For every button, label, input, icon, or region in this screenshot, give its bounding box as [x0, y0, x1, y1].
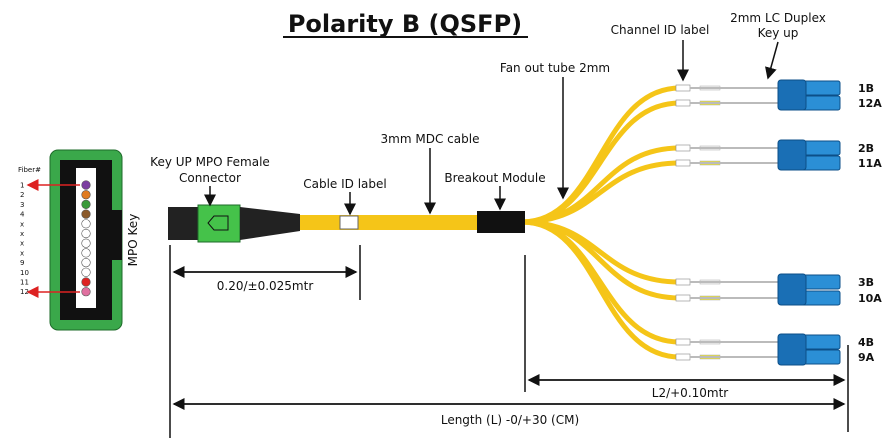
title: Polarity B (QSFP): [288, 10, 522, 38]
fiber-number: 9: [20, 259, 24, 267]
label: Key up: [758, 26, 799, 40]
fiber-number: x: [20, 230, 24, 238]
fiber: [81, 258, 91, 268]
fiber: [81, 190, 91, 200]
port-label: 4B: [858, 336, 874, 349]
fiber-number: 10: [20, 269, 29, 277]
lc-clip: [777, 273, 807, 306]
channel-id-label: [675, 99, 691, 107]
label: 3mm MDC cable: [381, 132, 480, 146]
fiber: [81, 238, 91, 248]
mpo-key-tab: [112, 210, 122, 260]
label: Key UP MPO Female: [150, 155, 270, 169]
channel-id-label: [675, 144, 691, 152]
mpo-key-label: MPO Key: [126, 214, 140, 267]
fiber-number: 11: [20, 279, 29, 287]
port-label: 12A: [858, 97, 882, 110]
fiber: [81, 267, 91, 277]
fiber: [81, 209, 91, 219]
fiber-number: 4: [20, 211, 25, 219]
dim-label: Length (L) -0/+30 (CM): [441, 413, 579, 427]
fan-tube: [521, 219, 681, 285]
fiber: [81, 219, 91, 229]
mpo-boot: [197, 204, 241, 243]
port-label: 2B: [858, 142, 874, 155]
fan-tube: [521, 160, 681, 225]
fiber-number: 3: [20, 201, 24, 209]
key-arrow: [207, 215, 229, 231]
label: Cable ID label: [303, 177, 387, 191]
fiber-number: 12: [20, 288, 29, 296]
fiber-number: x: [20, 220, 24, 228]
strain-relief: [240, 207, 300, 240]
port-label: 10A: [858, 292, 882, 305]
fiber-number: x: [20, 249, 24, 257]
channel-id-label: [675, 159, 691, 167]
fan-out: 1B 12A 2B 11A 3B 10A 4B 9A: [521, 79, 882, 366]
label: Connector: [179, 171, 241, 185]
label: Fan out tube 2mm: [500, 61, 610, 75]
channel-id-label: [675, 338, 691, 346]
label: Breakout Module: [444, 171, 545, 185]
fiber: [81, 180, 91, 190]
fiber-number: 1: [20, 182, 24, 190]
fiber: [81, 199, 91, 209]
fiber: [81, 277, 91, 287]
channel-id-label: [675, 84, 691, 92]
channel-id-label: [675, 278, 691, 286]
cable: [300, 215, 482, 230]
port-label: 11A: [858, 157, 882, 170]
channel-id-label: [675, 353, 691, 361]
fiber-number: 2: [20, 191, 24, 199]
mpo-connector: [168, 207, 200, 240]
breakout-module: [477, 211, 525, 233]
fiber-number: x: [20, 240, 24, 248]
lc-clip: [777, 139, 807, 171]
fiber: [81, 228, 91, 239]
fiber: [81, 287, 91, 297]
lc-clip: [777, 79, 807, 111]
label: 2mm LC Duplex: [730, 11, 826, 25]
port-label: 1B: [858, 82, 874, 95]
port-label: 3B: [858, 276, 874, 289]
cable-id-label: [339, 215, 359, 230]
label: Channel ID label: [611, 23, 710, 37]
fan-tube: [521, 219, 681, 360]
fiber: [81, 248, 91, 258]
channel-id-label: [675, 294, 691, 302]
fiber-header: Fiber#: [18, 166, 41, 174]
dim-label: L2/+0.10mtr: [652, 386, 729, 400]
pointer: [765, 41, 779, 80]
port-label: 9A: [858, 351, 875, 364]
lc-clip: [777, 333, 807, 366]
dim-label: 0.20/±0.025mtr: [217, 279, 314, 293]
